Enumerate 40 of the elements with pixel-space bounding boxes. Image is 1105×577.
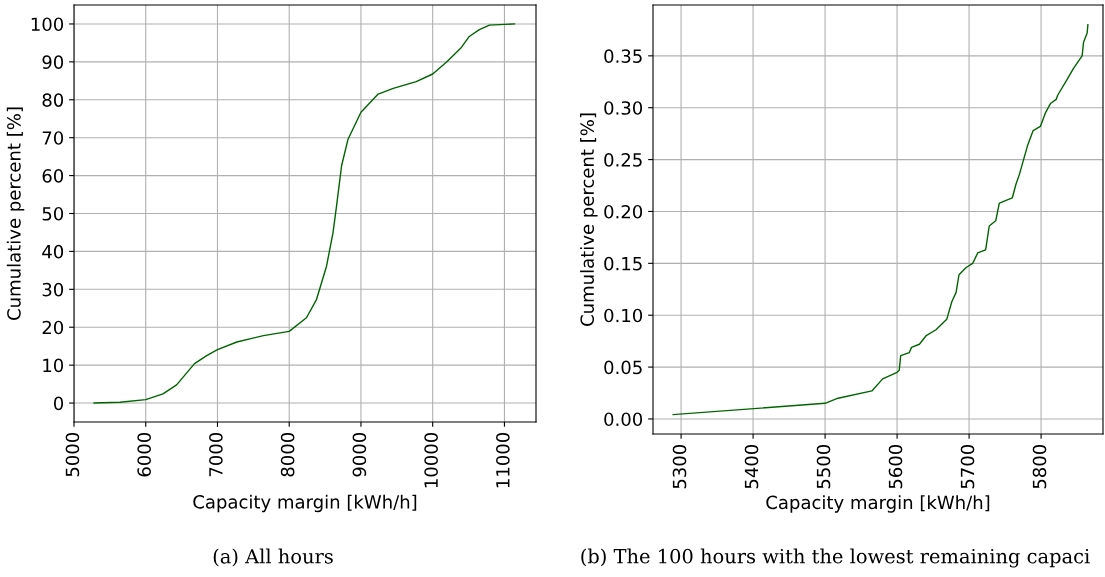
line-series: [93, 23, 516, 404]
x-tick-label: 5400: [744, 444, 759, 489]
x-tick-label: 5000: [65, 432, 80, 477]
x-tick-label: 5700: [960, 444, 975, 489]
y-tick-label: 100: [31, 17, 64, 32]
y-tick-label: 0: [53, 396, 64, 411]
x-tick-label: 9000: [352, 432, 367, 477]
y-tick-label: 0.05: [604, 360, 642, 375]
x-tick-label: 8000: [280, 432, 295, 477]
y-axis-title: Cumulative percent [%]: [580, 113, 598, 326]
y-tick-label: 80: [42, 93, 64, 107]
y-tick-label: 30: [42, 282, 64, 297]
x-tick-label: 10000: [424, 432, 438, 488]
x-axis-title: Capacity margin [kWh/h]: [193, 494, 417, 513]
y-tick-label: 40: [42, 244, 64, 259]
line-series: [672, 24, 1089, 416]
y-tick-label: 0.30: [604, 101, 643, 115]
x-tick-label: 11000: [496, 432, 510, 488]
y-tick-label: 90: [42, 55, 64, 69]
text: (a) All hours: [213, 548, 333, 567]
y-tick-label: 0.10: [604, 308, 643, 323]
y-axis-title: Cumulative percent [%]: [6, 107, 25, 320]
y-tick-label: 70: [42, 131, 64, 145]
y-tick-label: 0.25: [604, 153, 642, 167]
y-tick-label: 0.35: [604, 49, 642, 63]
y-tick-label: 20: [42, 320, 64, 335]
y-tick-label: 0.15: [604, 256, 642, 271]
text: (b) The 100 hours with the lowest remaining capaci: [581, 548, 1090, 568]
x-axis-title: Capacity margin [kWh/h]: [766, 495, 990, 513]
x-tick-label: 5800: [1032, 444, 1047, 489]
y-tick-label: 50: [42, 206, 64, 221]
x-tick-label: 5300: [672, 444, 687, 489]
x-tick-label: 5600: [888, 444, 903, 489]
y-tick-label: 10: [43, 358, 64, 373]
y-tick-label: 0.20: [604, 204, 643, 219]
y-tick-label: 0.00: [604, 412, 643, 427]
x-tick-label: 5500: [816, 444, 831, 489]
y-tick-label: 60: [42, 169, 64, 183]
x-tick-label: 6000: [137, 432, 151, 477]
x-tick-label: 7000: [209, 432, 223, 477]
